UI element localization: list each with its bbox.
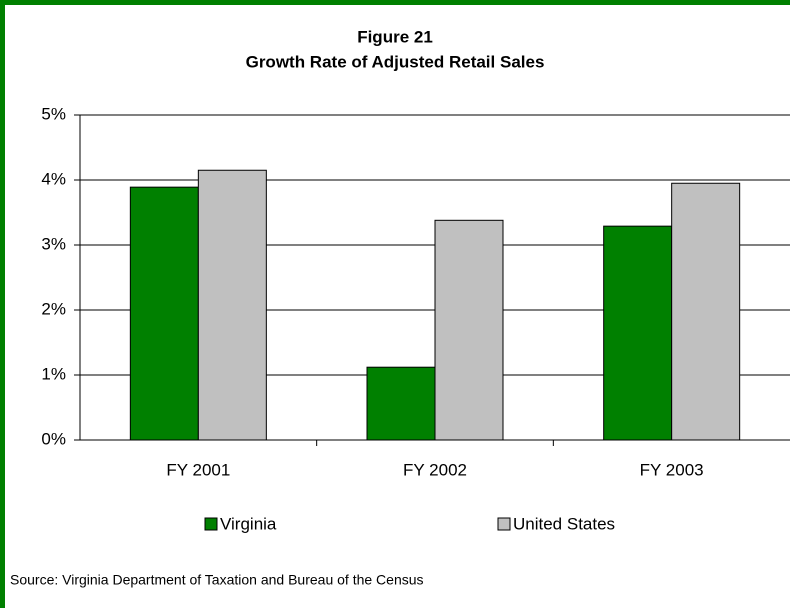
y-tick-label: 0% (41, 429, 66, 448)
legend-swatch (204, 517, 218, 531)
y-tick-label: 3% (41, 234, 66, 253)
x-tick-label: FY 2003 (640, 460, 704, 479)
y-tick-label: 4% (41, 169, 66, 188)
x-tick-label: FY 2002 (403, 460, 467, 479)
bar (671, 182, 741, 441)
y-tick-label: 2% (41, 299, 66, 318)
bar (197, 169, 267, 441)
bar (366, 366, 436, 441)
chart-title: Figure 21 (357, 27, 433, 46)
x-tick-label: FY 2001 (166, 460, 230, 479)
source-note: Source: Virginia Department of Taxation … (10, 572, 424, 588)
legend-label: Virginia (220, 514, 277, 533)
bar (603, 225, 673, 441)
legend-swatch (497, 517, 511, 531)
y-tick-label: 1% (41, 364, 66, 383)
legend-label: United States (513, 514, 615, 533)
y-tick-label: 5% (41, 104, 66, 123)
bar (129, 186, 199, 441)
bar (434, 219, 504, 441)
chart-subtitle: Growth Rate of Adjusted Retail Sales (246, 52, 545, 71)
